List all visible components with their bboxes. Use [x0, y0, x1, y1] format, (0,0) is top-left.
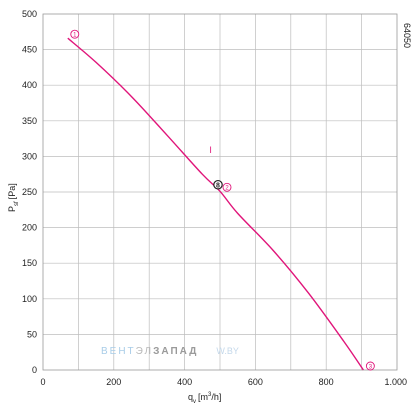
operating-point-circle: [213, 179, 223, 190]
curve-marker-label: 1: [73, 33, 77, 39]
x-tick-label: 200: [106, 377, 121, 387]
curve-marker-2: [222, 182, 232, 192]
y-tick-label: 150: [22, 258, 37, 268]
y-tick-label: 300: [22, 151, 37, 161]
x-tick-label: 1.000: [384, 377, 407, 387]
y-tick-label: 50: [27, 329, 37, 339]
operating-point-label: 8: [216, 182, 220, 189]
tick-labels: 0 50 100 150 200 250 300 350 400 450 500 0 200 400 600…: [22, 9, 407, 387]
y-axis-label: Psf[Pa]: [7, 183, 20, 212]
fan-curve-line: [67, 37, 364, 371]
y-tick-label: 350: [22, 116, 37, 126]
curve-marker-1: [70, 29, 80, 39]
y-tick-label: 0: [32, 365, 37, 375]
y-tick-label: 100: [22, 294, 37, 304]
curve-label: I: [209, 145, 212, 155]
curve-marker-label: 2: [225, 186, 229, 192]
model-code: 64050: [402, 23, 412, 48]
x-tick-label: 600: [248, 377, 263, 387]
y-tick-label: 500: [22, 9, 37, 19]
y-tick-label: 400: [22, 80, 37, 90]
x-tick-label: 0: [40, 377, 45, 387]
operating-point: 8: [213, 179, 223, 190]
y-tick-label: 200: [22, 223, 37, 233]
curve-marker-label: 3: [369, 364, 373, 370]
x-axis-label: qv [m3/h]: [188, 392, 221, 405]
curve-markers: 1 2 3: [70, 29, 375, 371]
x-tick-label: 400: [177, 377, 192, 387]
curve-marker-3: [365, 361, 375, 371]
y-tick-label: 450: [22, 45, 37, 55]
plot-frame: [42, 13, 398, 371]
watermark: ВЕНТЭЛЗАПАД W.BY: [101, 346, 239, 357]
y-tick-label: 250: [22, 187, 37, 197]
x-tick-label: 800: [319, 377, 334, 387]
